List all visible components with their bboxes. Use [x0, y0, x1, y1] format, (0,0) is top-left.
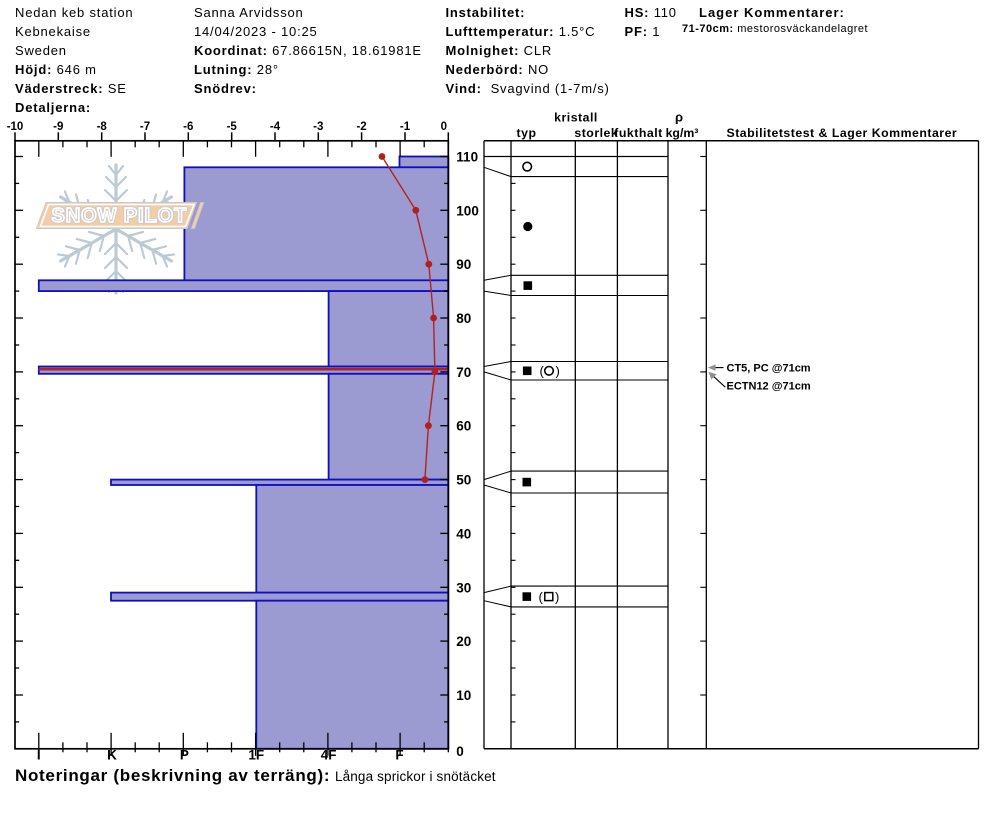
svg-text:100: 100 [456, 203, 479, 218]
svg-text:): ) [555, 589, 559, 604]
svg-text:-8: -8 [97, 121, 108, 133]
svg-text:CT5, PC @71cm: CT5, PC @71cm [727, 363, 811, 375]
svg-text:80: 80 [456, 311, 471, 326]
svg-text:4F: 4F [321, 747, 337, 762]
svg-text:storlek: storlek [574, 126, 618, 140]
svg-text:-2: -2 [356, 121, 366, 133]
svg-text:50: 50 [456, 473, 471, 488]
svg-text:K: K [107, 747, 117, 762]
svg-text:ECTN12 @71cm: ECTN12 @71cm [727, 381, 811, 393]
svg-text:20: 20 [456, 634, 471, 649]
svg-text:30: 30 [456, 580, 471, 595]
svg-text:(: ( [539, 589, 544, 604]
svg-text:40: 40 [456, 526, 471, 541]
svg-text:SNOW PILOT: SNOW PILOT [52, 205, 188, 227]
svg-text:SNOW PILOT: SNOW PILOT [52, 205, 188, 227]
svg-text:10: 10 [456, 688, 471, 703]
svg-text:F: F [395, 747, 403, 762]
svg-text:-3: -3 [313, 121, 323, 133]
svg-text:-10: -10 [7, 121, 24, 133]
svg-text:(: ( [540, 364, 545, 379]
svg-text:1F: 1F [248, 747, 264, 762]
svg-text:-1: -1 [400, 121, 411, 133]
svg-text:70: 70 [456, 365, 471, 380]
svg-text:): ) [556, 364, 560, 379]
svg-text:-5: -5 [227, 121, 238, 133]
svg-text:-9: -9 [53, 121, 63, 133]
svg-text:110: 110 [456, 150, 478, 165]
svg-text:I: I [37, 747, 41, 762]
svg-text:typ: typ [517, 126, 537, 140]
svg-text:60: 60 [456, 419, 471, 434]
svg-text:ρ: ρ [675, 110, 683, 125]
svg-text:Stabilitetstest & Lager Kommen: Stabilitetstest & Lager Kommentarer [727, 126, 958, 140]
svg-text:kristall: kristall [554, 111, 598, 125]
svg-text:-7: -7 [140, 121, 150, 133]
svg-text:-4: -4 [270, 121, 281, 133]
svg-text:-6: -6 [183, 121, 193, 133]
svg-text:0: 0 [456, 744, 464, 759]
svg-text:0: 0 [441, 121, 447, 133]
svg-text:kg/m³: kg/m³ [666, 126, 699, 140]
svg-text:P: P [180, 747, 189, 762]
svg-text:90: 90 [456, 257, 471, 272]
svg-text:fukthalt: fukthalt [614, 126, 662, 140]
